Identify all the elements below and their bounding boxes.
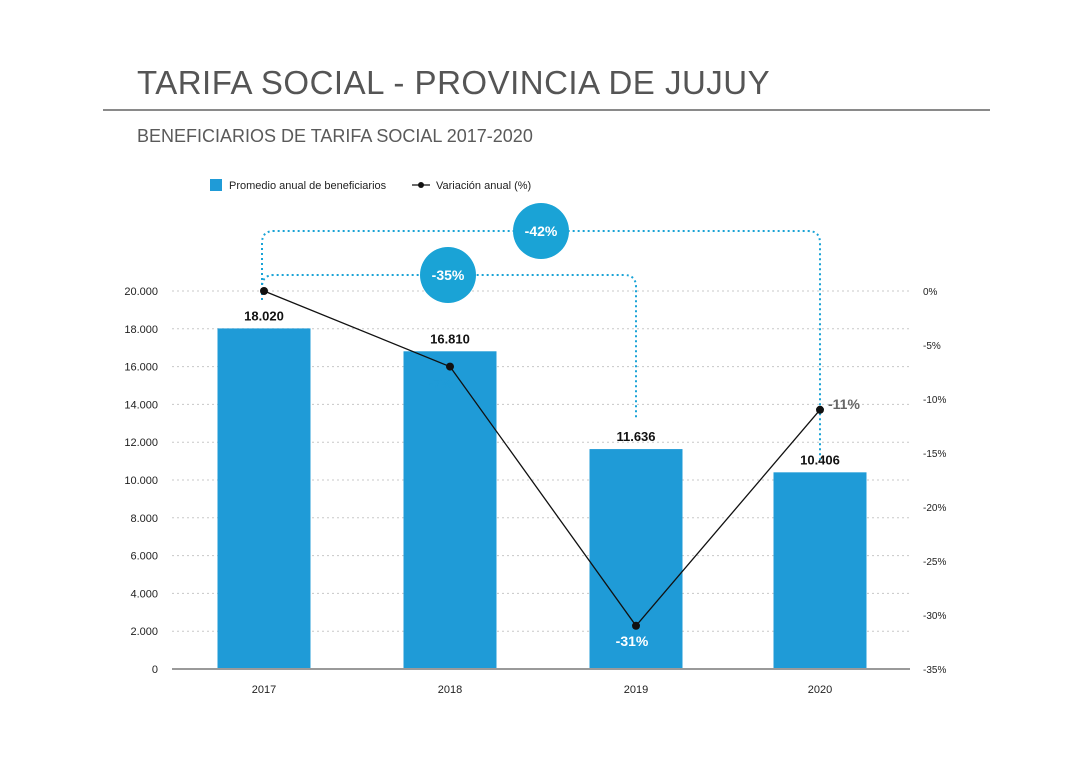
y-left-tick-label: 18.000	[124, 324, 158, 336]
bar-value-label: 11.636	[616, 429, 655, 444]
annotation-badge	[513, 203, 569, 259]
y-left-tick-label: 4.000	[130, 588, 158, 600]
variation-label: -31%	[616, 633, 649, 649]
bar-2020	[773, 472, 867, 669]
y-right-tick-label: -30%	[923, 611, 946, 622]
variation-point-2019	[632, 621, 640, 630]
bar-value-label: 18.020	[244, 308, 284, 323]
x-tick-label: 2019	[624, 684, 648, 696]
annotation-label: -42%	[525, 223, 558, 239]
legend-label: Variación anual (%)	[436, 180, 531, 192]
y-right-tick-label: -5%	[923, 341, 941, 352]
bar-2018	[403, 351, 497, 669]
y-right-tick-label: -10%	[923, 395, 946, 406]
variation-point-2020	[816, 405, 824, 414]
bar-2017	[217, 328, 311, 669]
y-left-tick-label: 14.000	[124, 399, 158, 411]
y-right-tick-label: 0%	[923, 287, 938, 298]
y-left-tick-label: 10.000	[124, 475, 158, 487]
legend-label: Promedio anual de beneficiarios	[229, 180, 387, 192]
bar-value-label: 10.406	[800, 452, 840, 467]
variation-point-2018	[446, 362, 454, 371]
legend-swatch-point	[418, 182, 424, 188]
y-right-tick-label: -35%	[923, 665, 946, 676]
annotation-bracket	[261, 230, 821, 460]
bar-value-label: 16.810	[430, 331, 470, 346]
y-left-tick-label: 16.000	[124, 362, 158, 374]
variation-label: -11%	[828, 396, 860, 412]
bar-2019	[589, 449, 683, 669]
y-right-tick-label: -25%	[923, 557, 946, 568]
y-right-tick-label: -15%	[923, 449, 946, 460]
variation-label: -7%	[429, 375, 454, 391]
y-left-tick-label: 6.000	[130, 551, 158, 563]
annotation-label: -35%	[432, 267, 465, 283]
y-left-tick-label: 0	[152, 664, 158, 676]
page-title: TARIFA SOCIAL - PROVINCIA DE JUJUY	[137, 64, 771, 101]
y-left-tick-label: 20.000	[124, 286, 158, 298]
y-left-tick-label: 2.000	[130, 626, 158, 638]
y-left-tick-label: 8.000	[130, 513, 158, 525]
x-tick-label: 2017	[252, 684, 276, 696]
title-divider	[103, 109, 990, 111]
chart-subtitle: BENEFICIARIOS DE TARIFA SOCIAL 2017-2020	[137, 126, 533, 146]
x-tick-label: 2018	[438, 684, 462, 696]
variation-point-2017	[260, 287, 268, 295]
y-left-tick-label: 12.000	[124, 437, 158, 449]
y-right-tick-label: -20%	[923, 503, 946, 514]
variation-line	[263, 290, 821, 627]
x-tick-label: 2020	[808, 684, 832, 696]
legend-swatch-bar	[210, 179, 222, 191]
annotation-bracket	[261, 274, 637, 420]
annotation-badge	[420, 247, 476, 303]
